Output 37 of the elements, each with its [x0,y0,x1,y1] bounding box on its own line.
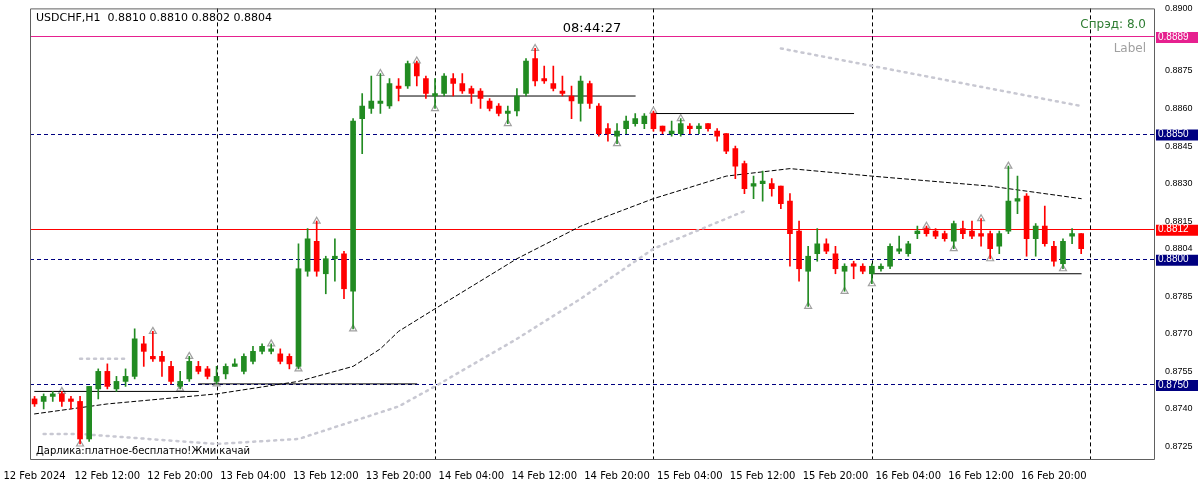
x-tick-label: 13 Feb 04:00 [220,469,286,481]
x-tick-label: 13 Feb 12:00 [292,469,359,481]
chart-title: USDCHF,H1 0.8810 0.8810 0.8802 0.8804 [36,11,272,25]
y-tick-label: 0.8845 [1165,140,1193,151]
y-tick-label: 0.8740 [1165,403,1193,414]
annotation: Дарлика:платное-бесплатно!Жми качай [36,444,251,456]
y-tick-label: 0.8900 [1165,2,1193,13]
x-tick-label: 12 Feb 2024 [3,469,66,481]
y-tick-label: 0.8725 [1165,440,1193,451]
x-tick-label: 14 Feb 04:00 [438,469,505,481]
ref-line-label: 0.8850 [1158,128,1190,140]
x-tick-label: 12 Feb 20:00 [147,469,213,481]
ref-line-label: 0.8812 [1158,223,1190,235]
ref-line-label: 0.8889 [1158,30,1190,42]
x-tick-label: 16 Feb 20:00 [1021,469,1087,481]
ref-line-label: 0.8750 [1158,378,1190,390]
y-tick-label: 0.8815 [1165,215,1193,226]
x-tick-label: 15 Feb 04:00 [657,469,723,481]
annotation: Спрэд: 8.0 [1080,16,1146,31]
y-tick-label: 0.8785 [1165,290,1193,301]
x-tick-label: 14 Feb 20:00 [584,469,650,481]
y-tick-label: 0.8830 [1165,178,1193,189]
x-tick-label: 15 Feb 12:00 [729,469,796,481]
y-tick-label: 0.8804 [1165,243,1193,254]
y-tick-label: 0.8770 [1165,328,1193,339]
x-tick-label: 16 Feb 04:00 [875,469,942,481]
x-tick-label: 16 Feb 12:00 [948,469,1014,481]
y-tick-label: 0.8755 [1165,365,1193,376]
x-tick-label: 13 Feb 20:00 [365,469,432,481]
annotation: Label [1113,40,1146,55]
ref-line-label: 0.8800 [1158,253,1190,265]
annotation: 08:44:27 [562,19,622,35]
x-tick-label: 14 Feb 12:00 [511,469,578,481]
x-tick-label: 15 Feb 20:00 [802,469,869,481]
y-tick-label: 0.8860 [1165,103,1193,114]
x-tick-label: 12 Feb 12:00 [74,469,141,481]
y-tick-label: 0.8875 [1165,65,1193,76]
